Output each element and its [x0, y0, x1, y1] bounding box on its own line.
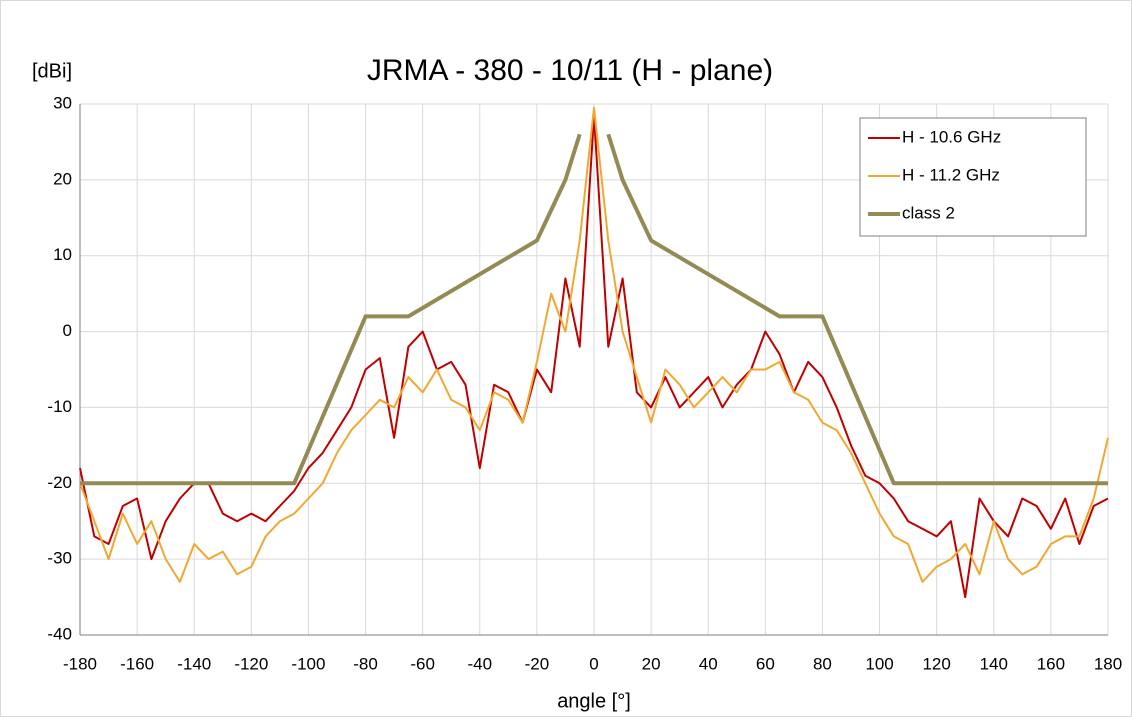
x-tick-label: 100	[865, 654, 893, 673]
series-line	[80, 133, 1108, 486]
x-tick-label: 80	[813, 654, 832, 673]
x-tick-label: -80	[353, 654, 378, 673]
y-tick-label: -40	[47, 624, 72, 643]
x-tick-label: 160	[1037, 654, 1065, 673]
x-tick-label: -20	[525, 654, 550, 673]
y-tick-label: 0	[63, 321, 72, 340]
x-tick-label: 60	[756, 654, 775, 673]
x-tick-label: 0	[589, 654, 598, 673]
y-tick-label: 20	[53, 169, 72, 188]
x-tick-label: -40	[467, 654, 492, 673]
y-tick-label: -10	[47, 397, 72, 416]
x-tick-label: -100	[291, 654, 325, 673]
y-axis-label: [dBi]	[32, 60, 72, 82]
x-tick-label: -60	[410, 654, 435, 673]
legend-label: H - 11.2 GHz	[902, 165, 1000, 184]
chart-title: JRMA - 380 - 10/11 (H - plane)	[367, 54, 773, 87]
x-tick-label: 40	[699, 654, 718, 673]
y-tick-label: -20	[47, 473, 72, 492]
x-tick-label: -180	[63, 654, 97, 673]
x-tick-label: 20	[642, 654, 661, 673]
x-tick-label: -160	[120, 654, 154, 673]
x-tick-label: -140	[177, 654, 211, 673]
x-tick-label: 140	[980, 654, 1008, 673]
legend-label: class 2	[902, 203, 955, 222]
y-tick-label: 30	[53, 93, 72, 112]
x-tick-label: 180	[1094, 654, 1122, 673]
series-line	[79, 106, 1109, 583]
legend-label: H - 10.6 GHz	[902, 127, 1001, 146]
x-tick-label: 120	[922, 654, 950, 673]
x-tick-label: -120	[234, 654, 268, 673]
x-axis-label: angle [°]	[557, 690, 631, 712]
y-tick-label: 10	[53, 245, 72, 264]
y-tick-label: -30	[47, 549, 72, 568]
